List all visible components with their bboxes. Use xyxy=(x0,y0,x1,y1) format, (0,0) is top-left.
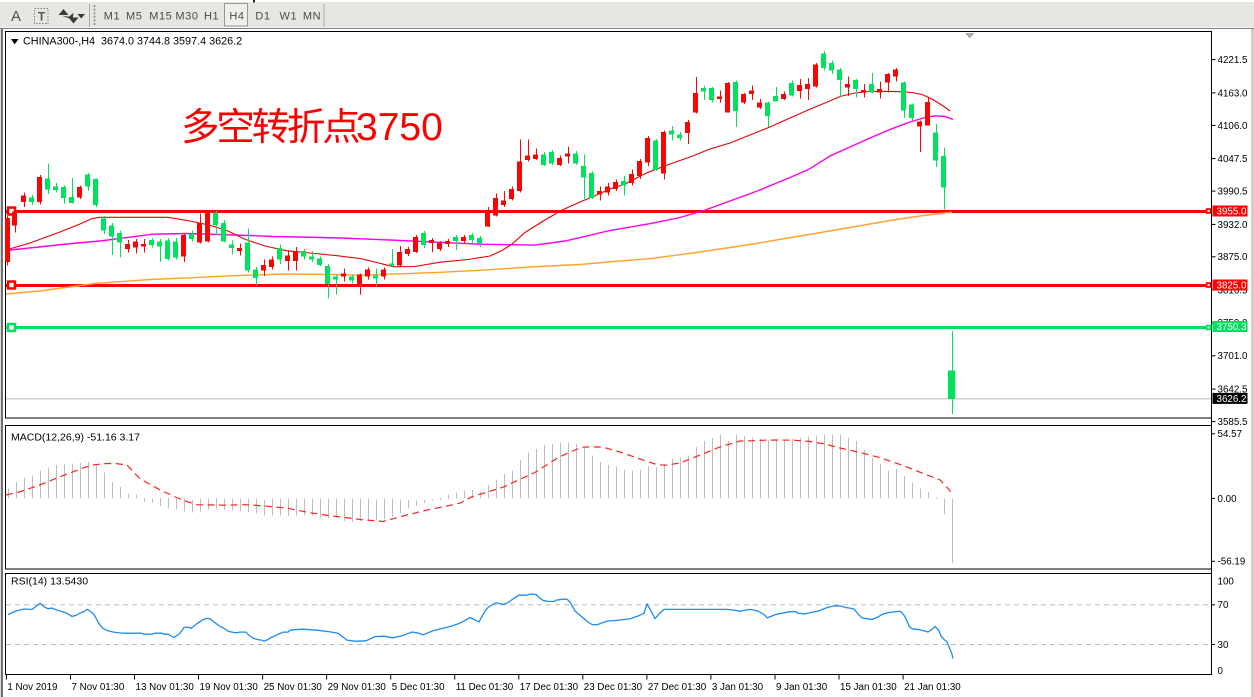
svg-text:17 Dec 01:30: 17 Dec 01:30 xyxy=(520,682,579,693)
svg-text:21 Jan 01:30: 21 Jan 01:30 xyxy=(904,682,961,693)
svg-text:M1: M1 xyxy=(104,11,120,23)
svg-text:23 Dec 01:30: 23 Dec 01:30 xyxy=(584,682,643,693)
svg-text:M5: M5 xyxy=(126,11,142,23)
svg-text:3816.5: 3816.5 xyxy=(1218,286,1249,297)
svg-text:1 Nov 2019: 1 Nov 2019 xyxy=(7,682,57,693)
svg-text:3626.2: 3626.2 xyxy=(1217,394,1247,405)
svg-text:4163.0: 4163.0 xyxy=(1218,88,1249,99)
svg-text:MN: MN xyxy=(303,11,321,23)
svg-text:0.00: 0.00 xyxy=(1218,494,1238,505)
svg-text:M30: M30 xyxy=(175,11,198,23)
svg-text:A: A xyxy=(11,8,21,25)
svg-text:3 Jan 01:30: 3 Jan 01:30 xyxy=(712,682,764,693)
svg-text:13 Nov 01:30: 13 Nov 01:30 xyxy=(136,682,195,693)
svg-text:100: 100 xyxy=(1218,576,1235,587)
svg-text:3955.0: 3955.0 xyxy=(1217,207,1248,218)
svg-text:27 Dec 01:30: 27 Dec 01:30 xyxy=(648,682,707,693)
svg-text:54.57: 54.57 xyxy=(1218,429,1243,440)
svg-text:4221.5: 4221.5 xyxy=(1218,55,1249,66)
svg-text:MACD(12,26,9) -51.16 3.17: MACD(12,26,9) -51.16 3.17 xyxy=(11,432,140,444)
svg-text:H1: H1 xyxy=(204,11,219,23)
svg-text:CHINA300-,H4 3674.0 3744.8 35: CHINA300-,H4 3674.0 3744.8 3597.4 3626.2 xyxy=(23,35,242,47)
svg-text:3875.0: 3875.0 xyxy=(1218,252,1249,263)
svg-text:3990.5: 3990.5 xyxy=(1218,187,1249,198)
svg-text:D1: D1 xyxy=(255,11,270,23)
svg-text:3642.5: 3642.5 xyxy=(1218,385,1249,396)
svg-text:-56.19: -56.19 xyxy=(1218,557,1246,568)
svg-text:19 Nov 01:30: 19 Nov 01:30 xyxy=(200,682,259,693)
svg-text:W1: W1 xyxy=(280,11,298,23)
svg-text:3750.3: 3750.3 xyxy=(1217,322,1248,333)
svg-text:3825.0: 3825.0 xyxy=(1217,281,1248,292)
svg-text:29 Nov 01:30: 29 Nov 01:30 xyxy=(328,682,387,693)
svg-text:4106.0: 4106.0 xyxy=(1218,121,1249,132)
svg-text:7 Nov 01:30: 7 Nov 01:30 xyxy=(72,682,125,693)
svg-text:3701.0: 3701.0 xyxy=(1218,351,1249,362)
svg-text:11 Dec 01:30: 11 Dec 01:30 xyxy=(456,682,514,693)
svg-text:9 Jan 01:30: 9 Jan 01:30 xyxy=(776,682,828,693)
svg-text:3750: 3750 xyxy=(356,106,443,149)
svg-text:3585.5: 3585.5 xyxy=(1218,417,1249,428)
svg-text:3932.0: 3932.0 xyxy=(1218,220,1249,231)
svg-text:M15: M15 xyxy=(149,11,172,23)
svg-text:70: 70 xyxy=(1218,600,1229,611)
svg-text:T: T xyxy=(38,10,46,24)
svg-text:H4: H4 xyxy=(229,11,244,23)
svg-text:0: 0 xyxy=(1218,666,1224,677)
svg-text:15 Jan 01:30: 15 Jan 01:30 xyxy=(840,682,897,693)
svg-text:5 Dec 01:30: 5 Dec 01:30 xyxy=(392,682,445,693)
svg-text:RSI(14) 13.5430: RSI(14) 13.5430 xyxy=(11,576,88,588)
svg-text:30: 30 xyxy=(1218,640,1229,651)
svg-text:4047.5: 4047.5 xyxy=(1218,154,1249,165)
svg-text:25 Nov 01:30: 25 Nov 01:30 xyxy=(264,682,323,693)
